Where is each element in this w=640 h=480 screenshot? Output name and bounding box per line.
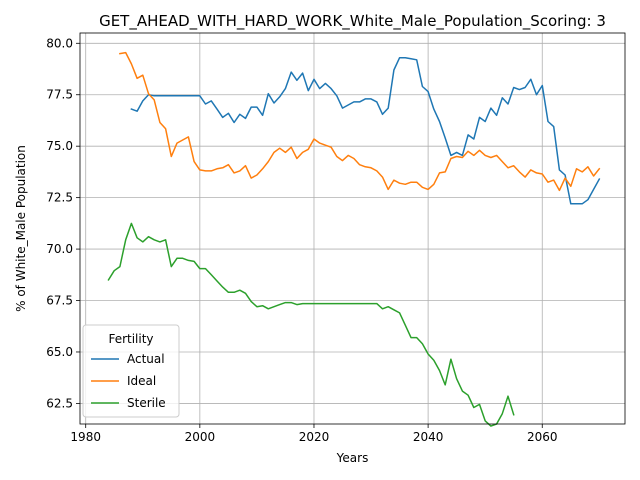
x-tick-label: 2060	[527, 430, 558, 444]
y-tick-label: 62.5	[46, 396, 73, 410]
y-tick-label: 80.0	[46, 36, 73, 50]
y-tick-label: 70.0	[46, 242, 73, 256]
grid	[80, 33, 625, 424]
legend-label-ideal: Ideal	[127, 374, 156, 388]
y-tick-label: 75.0	[46, 139, 73, 153]
series-line-ideal	[119, 51, 601, 192]
chart-title: GET_AHEAD_WITH_HARD_WORK_White_Male_Popu…	[99, 12, 606, 31]
axis-ticks: 1980 2000 2020 2040 2060 62.5 65.0 67.5 70.0 72.5…	[46, 36, 557, 444]
legend-label-sterile: Sterile	[127, 396, 166, 410]
x-tick-label: 2000	[185, 430, 216, 444]
plot-frame	[79, 32, 626, 425]
series-line-actual	[130, 56, 601, 205]
y-axis-label: % of White_Male Population	[14, 145, 28, 312]
x-tick-label: 2040	[413, 430, 444, 444]
x-axis-label: Years	[336, 451, 369, 465]
series-lines	[107, 51, 601, 427]
legend-title: Fertility	[108, 332, 153, 346]
legend: Fertility Actual Ideal Sterile	[82, 324, 180, 418]
y-tick-label: 77.5	[46, 88, 73, 102]
y-tick-label: 67.5	[46, 294, 73, 308]
y-tick-label: 72.5	[46, 191, 73, 205]
series-line-sterile	[107, 222, 515, 427]
legend-box	[82, 324, 180, 418]
x-tick-label: 1980	[70, 430, 101, 444]
y-tick-label: 65.0	[46, 345, 73, 359]
x-tick-label: 2020	[299, 430, 330, 444]
legend-label-actual: Actual	[127, 352, 165, 366]
